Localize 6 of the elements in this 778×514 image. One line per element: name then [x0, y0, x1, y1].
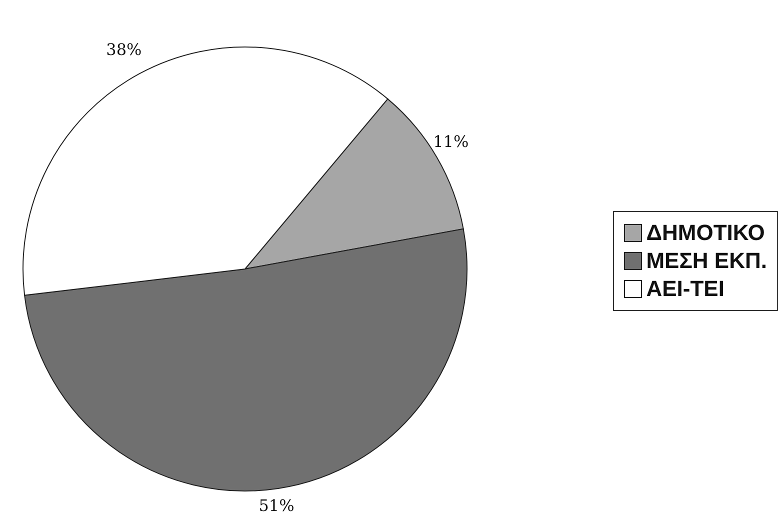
legend-label: ΜΕΣΗ ΕΚΠ.: [646, 248, 767, 274]
data-label: 11%: [433, 132, 469, 151]
data-label: 51%: [258, 496, 294, 514]
data-label: 38%: [106, 40, 142, 59]
legend-label: ΑΕΙ-ΤΕΙ: [646, 276, 724, 302]
legend-label: ΔΗΜΟΤΙΚΟ: [646, 220, 765, 246]
